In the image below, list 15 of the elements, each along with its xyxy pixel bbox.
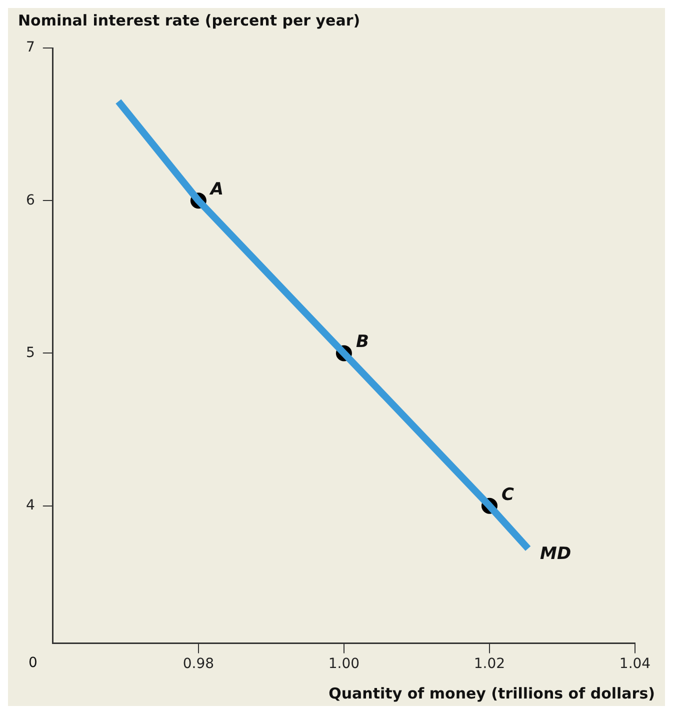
annotation: C (501, 484, 514, 505)
series-label: MD (540, 544, 572, 564)
x-tick-label: 1.04 (619, 656, 651, 672)
annotation: B (356, 332, 369, 352)
x-tick-label: 1.00 (328, 656, 360, 672)
y-axis-title: Nominal interest rate (percent per year) (18, 11, 360, 30)
x-tick-label: 0.98 (182, 656, 214, 672)
y-tick-label: 5 (26, 344, 35, 361)
y-tick-label: 7 (26, 40, 35, 56)
x-axis-title: Quantity of money (trillions of dollars) (328, 684, 655, 702)
text: 0 (28, 654, 38, 671)
y-tick-label: 6 (26, 192, 35, 208)
annotation: A (208, 180, 224, 200)
x-tick-label: 1.02 (474, 656, 506, 672)
y-tick-label: 4 (26, 497, 35, 514)
